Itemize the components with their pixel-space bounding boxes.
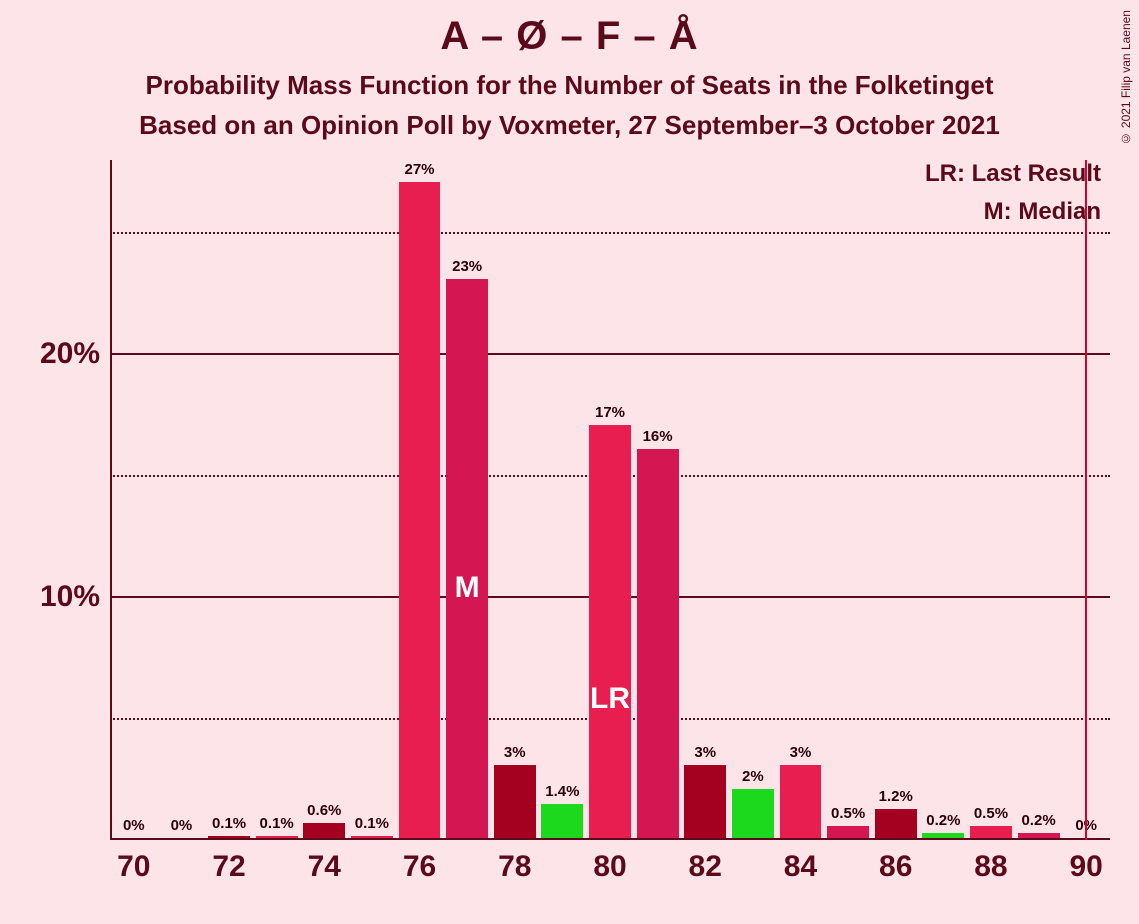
plot-area: 10%20%70727476788082848688900%0%0.1%0.1%… bbox=[110, 160, 1110, 840]
bar-value-label: 0.6% bbox=[307, 802, 341, 819]
median-marker: M bbox=[455, 571, 480, 605]
bar bbox=[589, 425, 631, 838]
y-tick-label: 20% bbox=[0, 337, 100, 371]
x-tick-label: 80 bbox=[570, 850, 650, 884]
majority-threshold-line bbox=[1085, 160, 1087, 840]
chart-subtitle-2: Based on an Opinion Poll by Voxmeter, 27… bbox=[0, 110, 1139, 141]
bar-value-label: 0.2% bbox=[1021, 812, 1055, 829]
bar bbox=[256, 836, 298, 838]
x-tick-label: 70 bbox=[94, 850, 174, 884]
bar-value-label: 27% bbox=[405, 161, 435, 178]
bar bbox=[303, 823, 345, 838]
bar-value-label: 17% bbox=[595, 404, 625, 421]
bar bbox=[970, 826, 1012, 838]
gridline-minor bbox=[110, 232, 1110, 234]
bar-value-label: 0.1% bbox=[355, 815, 389, 832]
bar bbox=[732, 789, 774, 838]
bar bbox=[399, 182, 441, 838]
gridline-major bbox=[110, 353, 1110, 355]
bar bbox=[541, 804, 583, 838]
y-axis-line bbox=[110, 160, 112, 840]
bar-value-label: 16% bbox=[643, 428, 673, 445]
bar bbox=[637, 449, 679, 838]
x-axis-line bbox=[110, 838, 1110, 840]
x-tick-label: 72 bbox=[189, 850, 269, 884]
bar-value-label: 0.5% bbox=[831, 805, 865, 822]
x-tick-label: 88 bbox=[951, 850, 1031, 884]
chart-subtitle-1: Probability Mass Function for the Number… bbox=[0, 70, 1139, 101]
bar bbox=[827, 826, 869, 838]
x-tick-label: 86 bbox=[856, 850, 936, 884]
bar-value-label: 3% bbox=[694, 744, 716, 761]
bar-value-label: 3% bbox=[504, 744, 526, 761]
bar-value-label: 0% bbox=[123, 817, 145, 834]
chart-title: A – Ø – F – Å bbox=[0, 14, 1139, 59]
bar-value-label: 3% bbox=[790, 744, 812, 761]
x-tick-label: 84 bbox=[760, 850, 840, 884]
bar-value-label: 1.2% bbox=[879, 788, 913, 805]
bar bbox=[446, 279, 488, 838]
bar bbox=[494, 765, 536, 838]
bar bbox=[780, 765, 822, 838]
bar bbox=[684, 765, 726, 838]
bar bbox=[351, 836, 393, 838]
bar-value-label: 0% bbox=[171, 817, 193, 834]
x-tick-label: 90 bbox=[1046, 850, 1126, 884]
bar bbox=[208, 836, 250, 838]
x-tick-label: 74 bbox=[284, 850, 364, 884]
bar-value-label: 0.1% bbox=[260, 815, 294, 832]
bar bbox=[875, 809, 917, 838]
x-tick-label: 78 bbox=[475, 850, 555, 884]
x-tick-label: 76 bbox=[380, 850, 460, 884]
chart-container: A – Ø – F – Å Probability Mass Function … bbox=[0, 0, 1139, 924]
bar-value-label: 0.1% bbox=[212, 815, 246, 832]
last-result-marker: LR bbox=[590, 682, 630, 716]
bar-value-label: 0.2% bbox=[926, 812, 960, 829]
bar-value-label: 2% bbox=[742, 768, 764, 785]
bar-value-label: 23% bbox=[452, 258, 482, 275]
y-tick-label: 10% bbox=[0, 580, 100, 614]
bar-value-label: 1.4% bbox=[545, 783, 579, 800]
copyright-text: © 2021 Filip van Laenen bbox=[1119, 10, 1133, 145]
bar bbox=[922, 833, 964, 838]
bar bbox=[1018, 833, 1060, 838]
bar-value-label: 0.5% bbox=[974, 805, 1008, 822]
x-tick-label: 82 bbox=[665, 850, 745, 884]
